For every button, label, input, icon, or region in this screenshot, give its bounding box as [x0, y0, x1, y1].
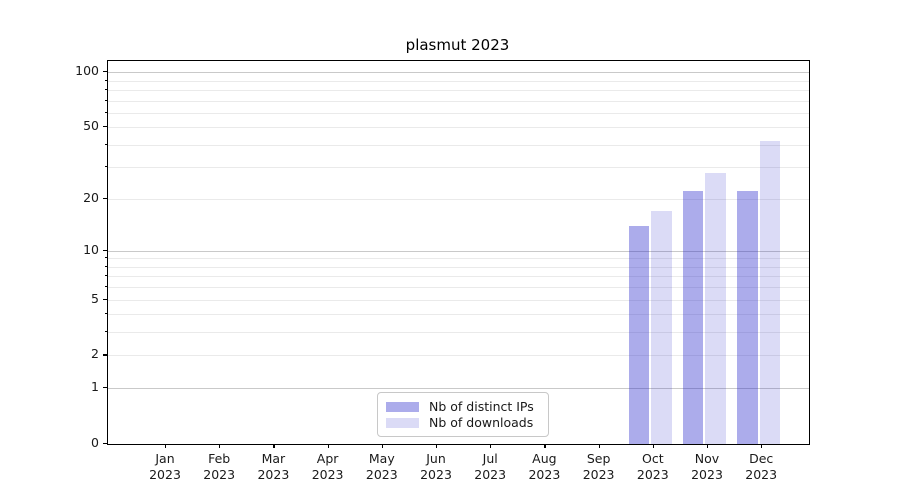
x-tick-mark — [544, 444, 546, 448]
y-axis-tick-label: 5 — [91, 290, 99, 306]
x-axis-tick-label: May 2023 — [365, 451, 398, 482]
plot-area — [107, 60, 810, 445]
x-tick-mark — [436, 444, 438, 448]
x-tick-mark — [165, 444, 167, 448]
legend: Nb of distinct IPs Nb of downloads — [377, 392, 549, 437]
gridline-minor — [108, 355, 809, 357]
legend-swatch-distinct-ips-icon — [386, 401, 419, 412]
gridline-minor — [108, 287, 809, 289]
y-axis-tick-label: 0 — [91, 435, 99, 450]
legend-swatch-downloads-icon — [386, 417, 419, 428]
bar-distinct-ips — [682, 191, 704, 444]
y-axis-tick-label: 100 — [75, 63, 99, 79]
x-axis-tick-label: Jan 2023 — [149, 451, 181, 482]
gridline-minor — [108, 167, 809, 169]
y-tick-mark — [103, 126, 107, 128]
gridline-minor — [108, 276, 809, 278]
gridline-minor — [108, 144, 809, 146]
legend-row-downloads: Nb of downloads — [386, 415, 540, 430]
x-axis-tick-label: Aug 2023 — [528, 451, 561, 482]
x-axis-tick-label: Oct 2023 — [636, 451, 669, 482]
gridline-minor — [108, 80, 809, 82]
y-tick-mark-minor — [104, 79, 107, 81]
x-tick-mark — [707, 444, 709, 448]
y-tick-mark-minor — [104, 111, 107, 113]
bar-downloads — [705, 172, 726, 444]
y-tick-mark-minor — [104, 166, 107, 168]
x-tick-mark — [490, 444, 492, 448]
legend-row-distinct-ips: Nb of distinct IPs — [386, 399, 540, 414]
y-tick-mark — [103, 249, 107, 251]
gridline-major — [108, 72, 809, 74]
y-tick-mark — [103, 71, 107, 73]
gridline-minor — [108, 112, 809, 114]
x-tick-mark — [598, 444, 600, 448]
x-axis-tick-label: Sep 2023 — [582, 451, 615, 482]
bar-distinct-ips — [628, 225, 650, 444]
y-tick-mark — [103, 387, 107, 389]
bar-distinct-ips — [737, 191, 758, 444]
x-axis-tick-label: Feb 2023 — [203, 451, 236, 482]
y-tick-mark — [103, 197, 107, 199]
bar-downloads — [651, 211, 672, 444]
x-tick-mark — [219, 444, 221, 448]
gridline-minor — [108, 127, 809, 129]
gridline-minor — [108, 332, 809, 334]
y-tick-mark-minor — [104, 257, 107, 259]
y-tick-mark-minor — [104, 265, 107, 267]
gridline-minor — [108, 198, 809, 200]
legend-label-distinct-ips: Nb of distinct IPs — [429, 399, 534, 414]
y-tick-mark-minor — [104, 99, 107, 101]
x-axis-tick-label: Mar 2023 — [257, 451, 290, 482]
x-tick-mark — [273, 444, 275, 448]
chart-title: plasmut 2023 — [405, 36, 510, 54]
y-tick-mark — [103, 443, 107, 445]
y-axis-tick-label: 2 — [91, 346, 99, 362]
x-tick-mark — [652, 444, 654, 448]
y-axis-tick-label: 50 — [83, 118, 99, 134]
y-axis-tick-label: 10 — [83, 241, 99, 257]
x-axis-tick-label: Jun 2023 — [420, 451, 452, 482]
gridline-minor — [108, 89, 809, 91]
y-tick-mark-minor — [104, 88, 107, 90]
gridline-minor — [108, 314, 809, 316]
gridline-major — [108, 388, 809, 390]
gridline-minor — [108, 299, 809, 301]
y-tick-mark-minor — [104, 286, 107, 288]
y-tick-mark-minor — [104, 143, 107, 145]
x-tick-mark — [327, 444, 329, 448]
y-tick-mark — [103, 298, 107, 300]
gridline-minor — [108, 100, 809, 102]
gridline-major — [108, 250, 809, 252]
x-axis-tick-label: Nov 2023 — [691, 451, 723, 482]
y-tick-mark-minor — [104, 275, 107, 277]
y-axis-tick-label: 20 — [83, 189, 99, 205]
gridline-minor — [108, 258, 809, 260]
y-tick-mark-minor — [104, 331, 107, 333]
legend-label-downloads: Nb of downloads — [429, 415, 534, 430]
gridline-minor — [108, 266, 809, 268]
y-axis-tick-label: 1 — [91, 379, 99, 395]
y-tick-mark — [103, 354, 107, 356]
bar-downloads — [759, 140, 781, 444]
x-axis-tick-label: Jul 2023 — [474, 451, 507, 482]
x-tick-mark — [381, 444, 383, 448]
x-tick-mark — [761, 444, 763, 448]
x-axis-tick-label: Apr 2023 — [311, 451, 344, 482]
x-axis-tick-label: Dec 2023 — [745, 451, 778, 482]
y-tick-mark-minor — [104, 313, 107, 315]
